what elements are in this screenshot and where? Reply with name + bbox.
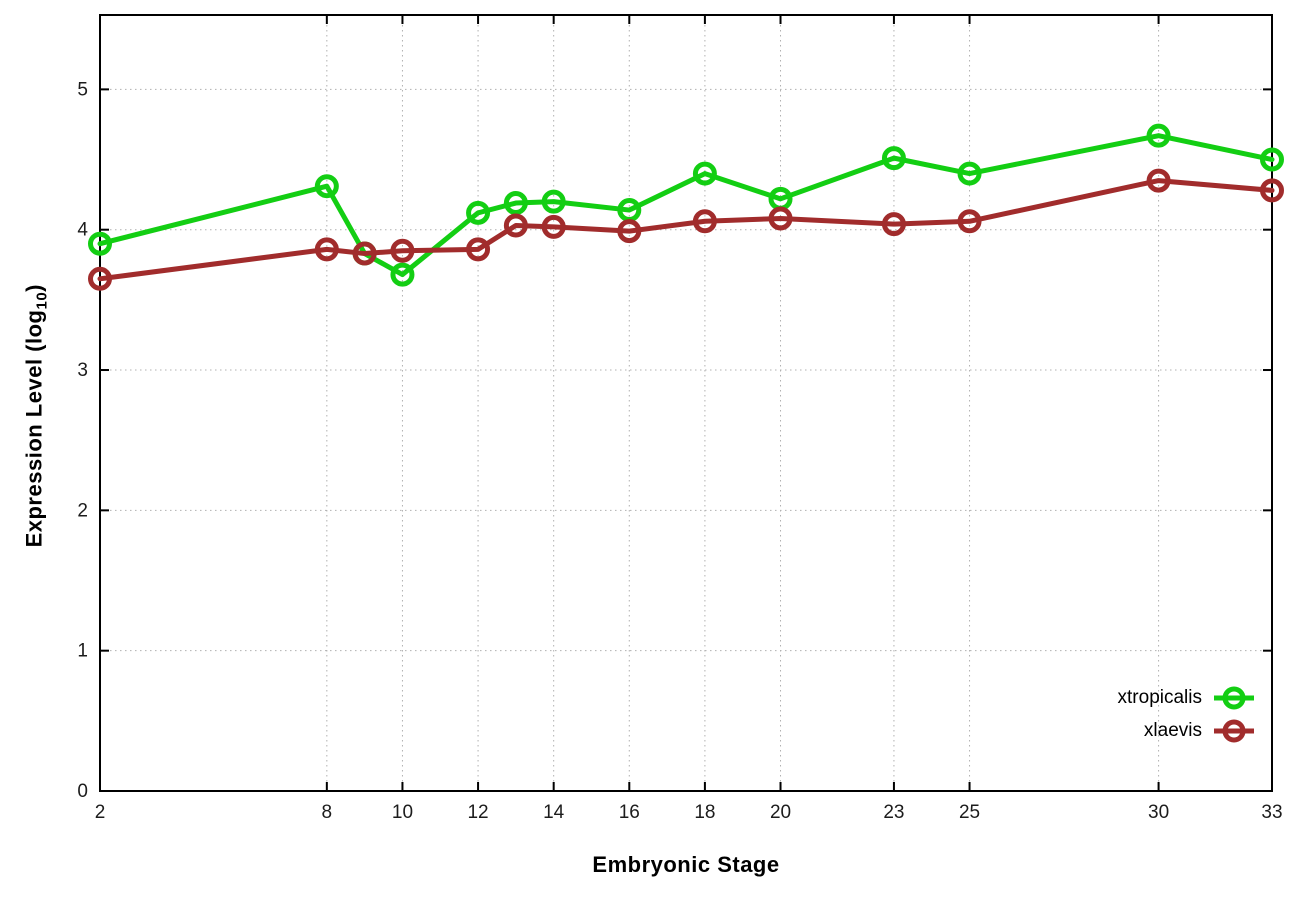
svg-text:2: 2: [95, 802, 106, 823]
svg-text:0: 0: [77, 781, 88, 802]
svg-text:5: 5: [77, 79, 88, 100]
svg-text:10: 10: [392, 802, 413, 823]
svg-text:8: 8: [322, 802, 333, 823]
y-axis-title: Expression Level (log10): [21, 206, 50, 626]
legend: xtropicalis xlaevis: [1118, 683, 1256, 746]
svg-text:3: 3: [77, 360, 88, 381]
svg-text:23: 23: [883, 802, 904, 823]
svg-text:18: 18: [694, 802, 715, 823]
svg-text:12: 12: [467, 802, 488, 823]
line-circle-marker-icon: [1214, 719, 1254, 743]
legend-label: xlaevis: [1143, 720, 1202, 741]
x-axis-title: Embryonic Stage: [592, 852, 780, 877]
y-axis-title-subscript: 10: [33, 291, 51, 310]
legend-item: xtropicalis: [1118, 683, 1256, 713]
svg-text:14: 14: [543, 802, 565, 823]
svg-text:1: 1: [77, 641, 88, 662]
svg-text:16: 16: [619, 802, 640, 823]
y-axis-title-close: ): [21, 283, 47, 292]
y-axis-title-text: Expression Level (log: [21, 309, 47, 548]
svg-text:2: 2: [77, 500, 88, 521]
svg-text:4: 4: [77, 220, 88, 241]
legend-label: xtropicalis: [1117, 687, 1202, 708]
legend-item: xlaevis: [1144, 716, 1256, 746]
svg-text:20: 20: [770, 802, 791, 823]
svg-text:30: 30: [1148, 802, 1169, 823]
line-circle-marker-icon: [1214, 686, 1254, 710]
svg-text:25: 25: [959, 802, 980, 823]
svg-text:33: 33: [1261, 802, 1282, 823]
